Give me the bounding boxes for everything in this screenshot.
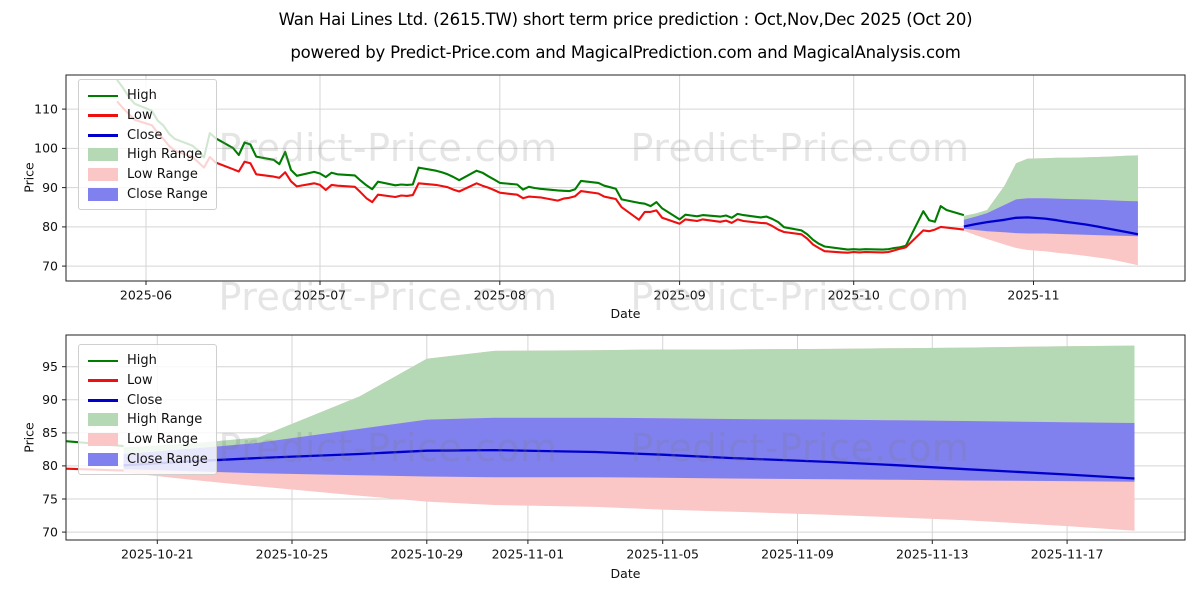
legend-item: Low: [88, 371, 216, 391]
high-range-band: [963, 155, 1138, 220]
legend-patch-swatch: [88, 452, 118, 466]
legend-item: Low Range: [88, 165, 216, 185]
legend-label: High: [127, 353, 157, 369]
x-tick-label: 2025-10-25: [256, 547, 329, 562]
legend-patch-swatch: [88, 168, 118, 182]
legend-item: Close: [88, 390, 216, 410]
x-tick-label: 2025-08: [474, 288, 526, 303]
high-line: [116, 79, 965, 251]
legend-item: Low Range: [88, 430, 216, 450]
y-tick-label: 110: [34, 101, 58, 116]
legend-patch-swatch: [88, 413, 118, 427]
y-tick-label: 90: [42, 392, 58, 407]
legend-item: Low: [88, 106, 216, 126]
legend-line-swatch: [88, 398, 118, 402]
x-tick-label: 2025-07: [294, 288, 346, 303]
watermark-text: Predict-Price.com: [630, 426, 970, 470]
legend-label: Low Range: [127, 167, 198, 183]
close-range-band: [123, 417, 1135, 482]
legend-line-swatch: [88, 133, 118, 137]
legend-label: High Range: [127, 147, 203, 163]
y-tick-label: 90: [42, 180, 58, 195]
x-axis-label-bottom: Date: [610, 566, 641, 581]
close-line: [123, 448, 1135, 480]
legend-item: Close: [88, 125, 216, 145]
legend-line-swatch: [88, 114, 118, 117]
x-tick-label: 2025-09: [653, 288, 705, 303]
y-tick-label: 80: [42, 458, 58, 473]
y-axis-label-top: Price: [21, 162, 37, 193]
x-tick-label: 2025-10-29: [390, 547, 463, 562]
legend-label: Close Range: [127, 186, 208, 202]
legend-label: High: [127, 88, 157, 104]
y-tick-label: 70: [42, 258, 58, 273]
x-tick-label: 2025-10: [828, 288, 880, 303]
legend-label: Close: [127, 127, 163, 143]
x-axis-label-top: Date: [610, 306, 641, 321]
x-tick-label: 2025-11-17: [1031, 547, 1104, 562]
y-tick-label: 70: [42, 524, 58, 539]
legend-label: High Range: [127, 412, 203, 428]
x-tick-label: 2025-06: [120, 288, 172, 303]
low-line: [116, 100, 965, 254]
x-tick-label: 2025-11-01: [492, 547, 565, 562]
legend-item: High: [88, 351, 216, 371]
x-tick-label: 2025-11-09: [761, 547, 834, 562]
y-tick-label: 80: [42, 219, 58, 234]
watermark-text: Predict-Price.com: [218, 426, 558, 470]
x-tick-label: 2025-11-13: [896, 547, 969, 562]
y-tick-label: 95: [42, 359, 58, 374]
watermark-text: Predict-Price.com: [218, 126, 558, 170]
legend-line-swatch: [88, 359, 118, 363]
legend-item: High Range: [88, 145, 216, 165]
plot-border: [65, 334, 1186, 541]
x-tick-label: 2025-11-05: [626, 547, 699, 562]
x-tick-label: 2025-11: [1007, 288, 1059, 303]
legend-line-swatch: [88, 94, 118, 98]
legend-item: High Range: [88, 410, 216, 430]
watermark-text: Predict-Price.com: [630, 126, 970, 170]
legend-label: Low Range: [127, 432, 198, 448]
legend-patch-swatch: [88, 148, 118, 162]
close-range-band: [963, 198, 1138, 237]
watermark-text: Predict-Price.com: [630, 275, 970, 319]
y-axis-label-bottom: Price: [21, 422, 37, 453]
legend-patch-swatch: [88, 187, 118, 201]
legend-patch-swatch: [88, 433, 118, 447]
legend-top-chart: High Low Close High Range Low Range: [78, 79, 217, 211]
high-range-band: [123, 345, 1135, 454]
y-tick-label: 85: [42, 425, 58, 440]
y-tick-label: 100: [34, 141, 58, 156]
legend-label: Close: [127, 392, 163, 408]
chart-title: Wan Hai Lines Ltd. (2615.TW) short term …: [278, 10, 973, 29]
legend-item: Close Range: [88, 184, 216, 204]
watermark-text: Predict-Price.com: [218, 275, 558, 319]
legend-item: High: [88, 86, 216, 106]
chart-subtitle: powered by Predict-Price.com and Magical…: [290, 43, 961, 62]
legend-label: Low: [127, 373, 153, 389]
legend-bottom-chart: High Low Close High Range Low Range: [78, 344, 217, 476]
legend-item: Close Range: [88, 449, 216, 469]
plot-border: [65, 74, 1186, 282]
y-tick-label: 75: [42, 491, 58, 506]
legend-line-swatch: [88, 379, 118, 382]
legend-label: Close Range: [127, 451, 208, 467]
x-tick-label: 2025-10-21: [121, 547, 194, 562]
close-line: [963, 216, 1139, 236]
legend-label: Low: [127, 108, 153, 124]
